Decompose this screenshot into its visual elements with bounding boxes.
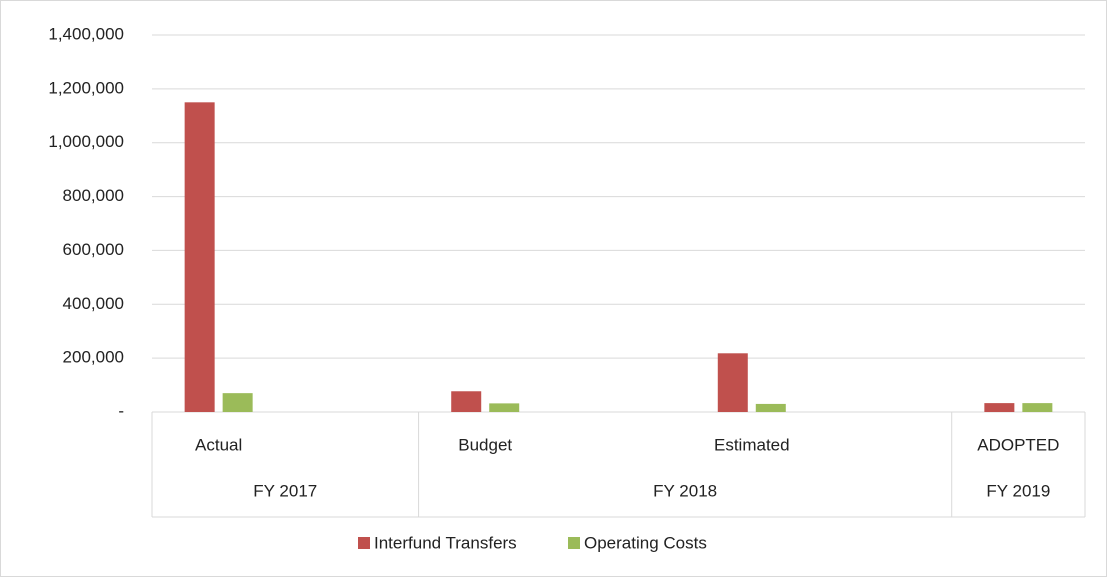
x-tick-label: Budget — [458, 435, 512, 454]
bar — [717, 353, 748, 412]
y-tick-label: 200,000 — [63, 348, 124, 367]
legend-label: Interfund Transfers — [374, 533, 517, 552]
bar — [222, 393, 253, 412]
group-label: FY 2018 — [653, 481, 717, 500]
bar — [184, 102, 215, 413]
bar — [489, 403, 520, 412]
y-tick-label: 600,000 — [63, 240, 124, 259]
group-label: FY 2019 — [986, 481, 1050, 500]
legend-swatch — [358, 537, 370, 549]
y-tick-label: 1,400,000 — [48, 24, 124, 43]
y-tick-label: - — [118, 401, 124, 420]
bar — [984, 403, 1015, 412]
legend-swatch — [568, 537, 580, 549]
bar — [1022, 403, 1053, 412]
y-tick-label: 1,000,000 — [48, 132, 124, 151]
bar — [755, 403, 786, 412]
x-tick-label: Estimated — [714, 435, 790, 454]
group-label: FY 2017 — [253, 481, 317, 500]
y-tick-label: 800,000 — [63, 186, 124, 205]
y-tick-label: 400,000 — [63, 294, 124, 313]
y-tick-label: 1,200,000 — [48, 78, 124, 97]
x-tick-label: Actual — [195, 435, 242, 454]
x-tick-label: ADOPTED — [977, 435, 1059, 454]
bar — [451, 391, 482, 412]
legend-label: Operating Costs — [584, 533, 707, 552]
